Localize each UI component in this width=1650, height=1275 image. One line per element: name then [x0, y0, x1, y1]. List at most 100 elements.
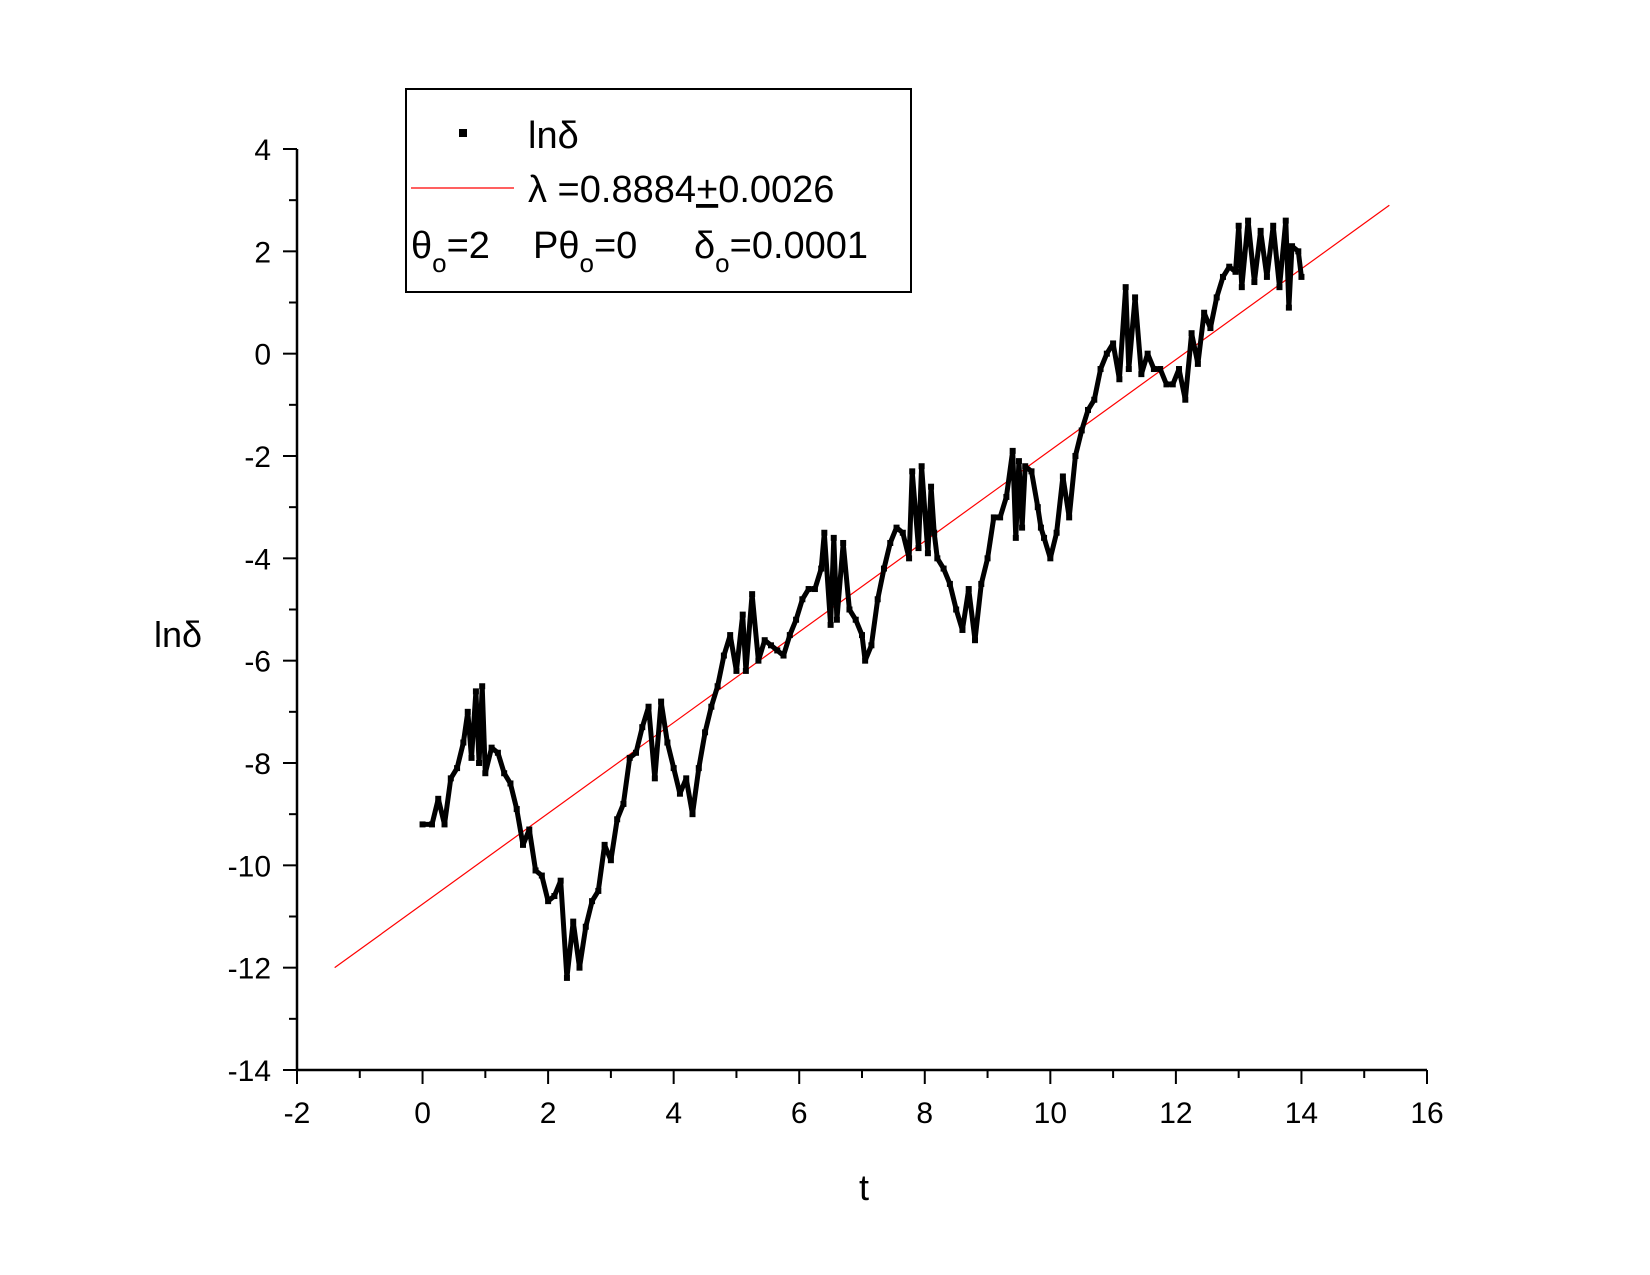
x-tick-label: 0 [414, 1097, 431, 1130]
data-point [714, 683, 721, 690]
data-point [557, 877, 564, 884]
data-point [990, 514, 997, 521]
data-point [520, 841, 526, 848]
x-tick-label: 8 [916, 1097, 933, 1130]
data-point [576, 964, 583, 971]
data-point [1182, 396, 1189, 403]
x-tick-label: 6 [791, 1097, 808, 1130]
data-point [1238, 284, 1245, 291]
data-point [830, 534, 837, 541]
fit-prefix: λ =0.8884 [528, 169, 696, 211]
legend-label-data: lnδ [528, 115, 579, 157]
data-point [1163, 381, 1170, 388]
data-point [545, 898, 552, 905]
data-point [818, 565, 825, 572]
data-point [1289, 243, 1296, 250]
data-point [761, 637, 768, 644]
data-point [946, 580, 953, 587]
data-point [733, 667, 740, 674]
axis-ticks [283, 148, 1428, 1084]
data-point [1078, 427, 1085, 434]
data-point [720, 652, 727, 659]
data-point [833, 616, 840, 623]
data-point [1213, 294, 1220, 301]
data-point [532, 867, 539, 874]
data-point [1034, 504, 1041, 511]
data-point [821, 529, 828, 536]
data-point [419, 821, 426, 828]
x-tick-label: -2 [284, 1097, 311, 1130]
data-point [1037, 524, 1044, 531]
data-point [859, 632, 865, 639]
data-point [940, 565, 947, 572]
data-point [918, 463, 925, 470]
data-point [742, 667, 749, 674]
data-point [924, 550, 931, 557]
data-point [1022, 463, 1029, 470]
data-point [880, 565, 887, 572]
data-point [614, 816, 621, 823]
data-point [1019, 524, 1026, 531]
data-point [702, 729, 709, 736]
data-point [708, 703, 715, 710]
data-point [846, 606, 853, 613]
data-point [482, 770, 489, 777]
legend-annotation-delta: δo=0.0001 [694, 225, 868, 278]
data-point [689, 811, 696, 818]
data-point [959, 626, 966, 633]
data-point [563, 974, 570, 981]
data-point [984, 555, 991, 562]
data-point [513, 806, 520, 813]
data-point [1295, 248, 1302, 255]
data-point [454, 765, 461, 772]
data-point [695, 765, 702, 772]
data-point [1003, 493, 1010, 500]
data-point [1245, 217, 1252, 224]
data-point [909, 468, 916, 475]
delta-val: =0.0001 [730, 225, 868, 267]
data-point [780, 652, 787, 659]
data-point [472, 688, 479, 695]
data-point [1219, 273, 1226, 280]
data-point [953, 606, 960, 613]
data-point [538, 872, 545, 879]
data-point [476, 760, 483, 766]
legend-box [405, 88, 912, 293]
legend-label-fit: λ =0.8884+0.0026 [528, 169, 834, 211]
data-point [1207, 325, 1214, 332]
data-point [827, 621, 834, 628]
data-point [1125, 366, 1132, 373]
fit-line [334, 204, 1390, 969]
x-axis-title: t [859, 1167, 869, 1208]
ptheta-label: Pθ [533, 225, 579, 267]
data-point [1122, 284, 1129, 291]
data-point [1132, 294, 1139, 301]
delta-label: δ [694, 225, 715, 267]
data-point [931, 529, 938, 536]
y-tick-label: -8 [244, 748, 271, 781]
data-point [1110, 340, 1117, 347]
fit-plusminus: + [696, 169, 718, 211]
data-point [633, 749, 639, 756]
data-point [1176, 366, 1183, 373]
data-point [428, 821, 435, 828]
data-point [479, 683, 486, 690]
data-point [767, 642, 774, 649]
data-point [739, 611, 746, 618]
y-tick-label: -10 [228, 850, 271, 883]
data-point [1066, 514, 1073, 521]
data-point [1085, 406, 1091, 413]
data-point [494, 749, 501, 756]
data-point [1047, 555, 1054, 562]
data-point [639, 724, 646, 731]
legend-annotation-p: Pθo=0 [533, 225, 637, 278]
data-point [749, 591, 756, 598]
data-point [972, 637, 978, 644]
data-point [1053, 529, 1060, 536]
data-point [1251, 279, 1258, 286]
data-point [906, 555, 913, 562]
data-point [1285, 304, 1292, 311]
data-point [670, 765, 677, 772]
data-point [1201, 309, 1208, 316]
